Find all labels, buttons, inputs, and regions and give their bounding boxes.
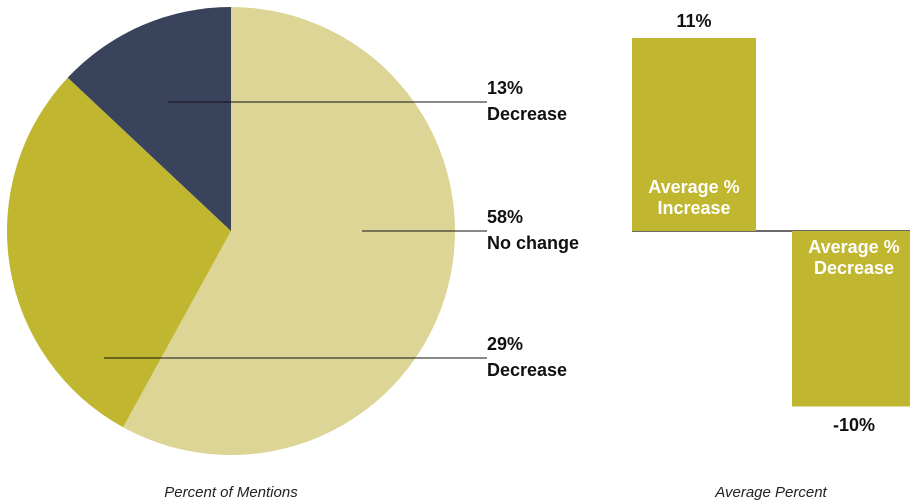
bar-category-label: Average % Decrease bbox=[808, 237, 900, 278]
bar-caption: Average Percent bbox=[714, 484, 827, 501]
bar bbox=[792, 231, 910, 407]
slice-value-label: 13% bbox=[487, 78, 523, 98]
bar-category-label: Average % Increase bbox=[648, 177, 740, 218]
slice-category-label: Decrease bbox=[487, 360, 567, 380]
pie-caption: Percent of Mentions bbox=[164, 484, 298, 501]
bar-value-label: -10% bbox=[833, 415, 875, 435]
slice-value-label: 58% bbox=[487, 207, 523, 227]
slice-category-label: No change bbox=[487, 233, 579, 253]
pie-slice bbox=[123, 7, 455, 455]
bar bbox=[632, 38, 756, 231]
bar-value-label: 11% bbox=[676, 11, 711, 31]
slice-value-label: 29% bbox=[487, 334, 523, 354]
slice-category-label: Decrease bbox=[487, 104, 567, 124]
pie-slice bbox=[6, 77, 231, 428]
pie-slice bbox=[67, 7, 231, 231]
